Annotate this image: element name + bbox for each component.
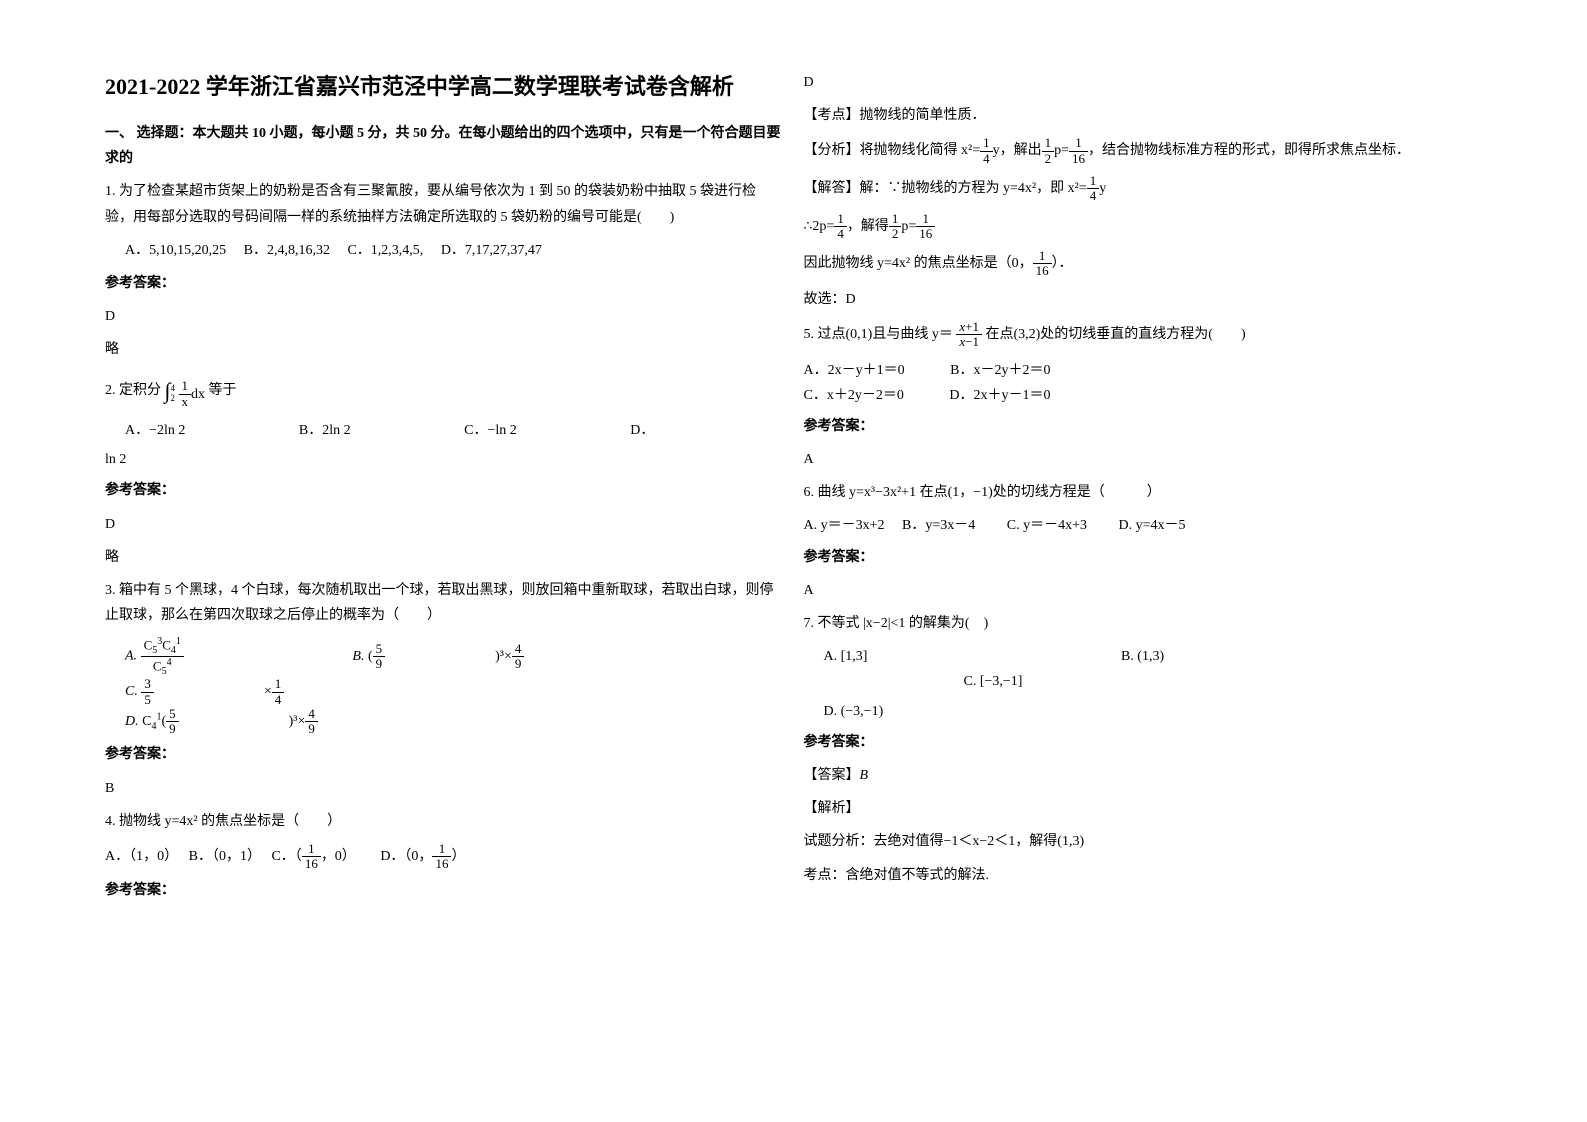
q7-fenxi: 试题分析：去绝对值得−1＜x−2＜1，解得(1,3) [804,829,1483,854]
q7-stem-post: 的解集为( ) [909,616,988,631]
q1-opt-a: A．5,10,15,20,25 [125,243,226,258]
q5-stem-post: 在点(3,2)处的切线垂直的直线方程为( ) [985,327,1245,342]
q4-opt-b: B．（0，1） [189,849,254,864]
q5-opt-d: D．2x＋y－1＝0 [949,388,1050,403]
q4-answer: D [804,70,1483,95]
q4-kaodian: 【考点】抛物线的简单性质． [804,103,1483,128]
question-2: 2. 定积分 ∫42 1xdx 等于 [105,371,784,411]
q6-answer-label: 参考答案： [804,545,1483,570]
q3-options: A. C53C41C54 B. (59)³×49 C. 35×14 D. C41… [125,636,784,736]
q4-opt-d: D．（0，116） [380,849,465,864]
q6-options: A. y＝－3x+2 B．y=3x－4 C. y＝－4x+3 D. y=4x－5 [804,513,1483,538]
q4-jieda-3: 因此抛物线 y=4x² 的焦点坐标是（0，116）． [804,249,1483,279]
q3-opt-a: A. C53C41C54 [125,636,294,677]
q7-opt-d: D. (−3,−1) [824,699,939,724]
q1-note: 略 [105,337,784,362]
q1-answer: D [105,304,784,329]
q4-opt-a: A．（1，0） [105,849,171,864]
q3-answer: B [105,776,784,801]
q6-opt-d: D. y=4x－5 [1118,518,1185,533]
question-1: 1. 为了检查某超市货架上的奶粉是否含有三聚氰胺，要从编号依次为 1 到 50 … [105,179,784,263]
q5-options-row1: A．2x－y＋1＝0 B．x－2y＋2＝0 [804,358,1483,383]
q5-options-row2: C．x＋2y－2＝0 D．2x＋y－1＝0 [804,383,1483,408]
q5-opt-a: A．2x－y＋1＝0 [804,363,905,378]
q2-integral: ∫42 1xdx [165,371,206,411]
question-6: 6. 曲线 y=x³−3x²+1 在点(1，−1)处的切线方程是（ ） [804,480,1483,505]
q4-answer-label: 参考答案： [105,878,784,903]
q5-opt-b: B．x－2y＋2＝0 [950,363,1050,378]
q1-stem: 1. 为了检查某超市货架上的奶粉是否含有三聚氰胺，要从编号依次为 1 到 50 … [105,179,784,229]
q7-opt-c: C. [−3,−1] [964,669,1078,694]
q4-guxuan: 故选：D [804,287,1483,312]
q7-opt-b: B. (1,3) [1121,644,1219,669]
q7-options-row1: A. [1,3] B. (1,3) C. [−3,−1] [824,644,1483,694]
q1-options: A．5,10,15,20,25 B．2,4,8,16,32 C．1,2,3,4,… [125,238,784,263]
q3-answer-label: 参考答案： [105,742,784,767]
q2-stem-pre: 2. 定积分 [105,383,161,398]
page-title: 2021-2022 学年浙江省嘉兴市范泾中学高二数学理联考试卷含解析 [105,70,784,103]
q1-opt-b: B．2,4,8,16,32 [244,243,330,258]
question-7: 7. 不等式 |x−2|<1 的解集为( ) [804,611,1483,636]
q2-opt-b: B．2ln 2 [299,418,406,443]
section-heading: 一、 选择题：本大题共 10 小题，每小题 5 分，共 50 分。在每小题给出的… [105,121,784,171]
q7-opt-a: A. [1,3] [824,644,923,669]
q7-jiexi-label: 【解析】 [804,796,1483,821]
q7-daan: 【答案】B [804,763,1483,788]
q1-opt-d: D．7,17,27,37,47 [441,243,542,258]
q4-jieda-1: 【解答】解：∵抛物线的方程为 y=4x²，即 x²=14y [804,174,1483,204]
q2-note: 略 [105,545,784,570]
q4-jieda-2: ∴2p=14，解得12p=116 [804,212,1483,242]
q7-options-row2: D. (−3,−1) [824,699,1483,724]
q4-fenxi: 【分析】将抛物线化简得 x²=14y，解出12p=116，结合抛物线标准方程的形… [804,136,1483,166]
q3-opt-c: C. 35×14 [125,677,394,707]
q4-options: A．（1，0） B．（0，1） C．（116，0） D．（0，116） [105,842,784,872]
q2-options: A．−2ln 2 B．2ln 2 C．−ln 2 D． [125,418,784,443]
q5-answer: A [804,447,1483,472]
q2-opt-d-pre: D． [630,418,654,443]
q2-answer: D [105,512,784,537]
q7-abs: |x−2|<1 [863,616,905,631]
question-3: 3. 箱中有 5 个黑球，4 个白球，每次随机取出一个球，若取出黑球，则放回箱中… [105,578,784,628]
q7-answer-label: 参考答案： [804,730,1483,755]
question-5: 5. 过点(0,1)且与曲线 y＝ x+1x−1 在点(3,2)处的切线垂直的直… [804,320,1483,350]
q7-kaodian: 考点：含绝对值不等式的解法. [804,863,1483,888]
q5-opt-c: C．x＋2y－2＝0 [804,388,904,403]
q2-answer-label: 参考答案： [105,478,784,503]
q2-opt-d: ln 2 [105,447,784,472]
q1-answer-label: 参考答案： [105,271,784,296]
q3-opt-d: D. C41(59)³×49 [125,707,428,737]
q2-opt-c: C．−ln 2 [464,418,572,443]
q5-answer-label: 参考答案： [804,414,1483,439]
q5-stem-pre: 5. 过点(0,1)且与曲线 y＝ [804,327,953,342]
q6-opt-b: B．y=3x－4 [902,518,975,533]
q1-opt-c: C．1,2,3,4,5, [347,243,423,258]
q4-opt-c: C．（116，0） [271,849,348,864]
q3-opt-b: B. (59)³×49 [352,642,634,672]
q2-opt-a: A．−2ln 2 [125,418,240,443]
q5-fraction: x+1x−1 [956,320,982,350]
q2-stem-post: 等于 [209,383,237,398]
q6-opt-c: C. y＝－4x+3 [1007,518,1087,533]
q7-stem-pre: 7. 不等式 [804,616,860,631]
q6-opt-a: A. y＝－3x+2 [804,518,885,533]
q6-answer: A [804,578,1483,603]
question-4: 4. 抛物线 y=4x² 的焦点坐标是（ ） [105,809,784,834]
